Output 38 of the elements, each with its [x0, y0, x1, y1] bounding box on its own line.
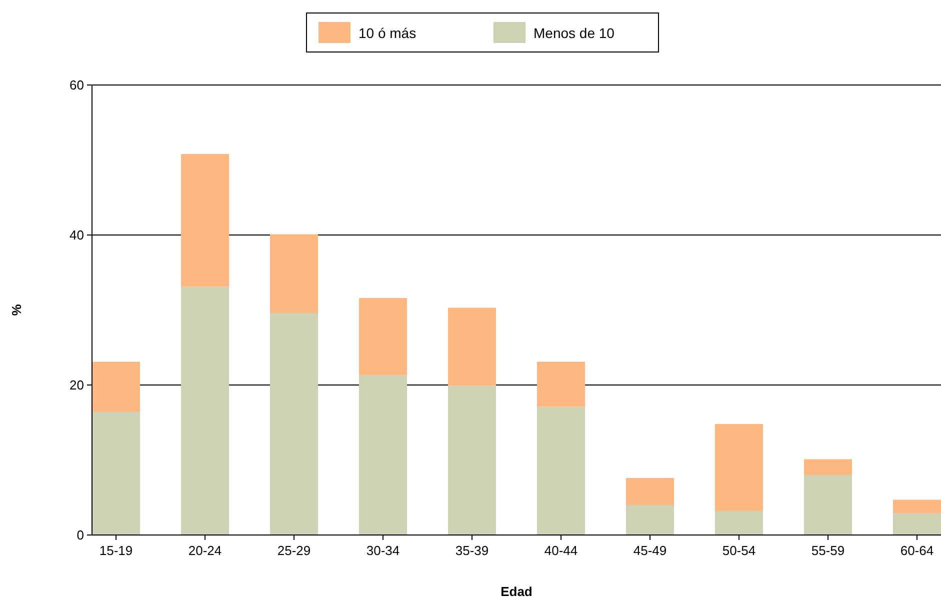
legend-label: Menos de 10	[534, 24, 615, 41]
bar	[714, 424, 764, 511]
bar	[626, 505, 674, 535]
bar	[626, 478, 674, 505]
bar	[448, 386, 496, 535]
y-tick-label: 60	[70, 78, 84, 93]
y-tick-label: 0	[76, 528, 84, 543]
x-tick-label: 25-29	[277, 543, 311, 558]
x-tick-label: 30-34	[366, 543, 400, 558]
bar	[358, 298, 408, 376]
bar	[358, 375, 408, 535]
bar	[92, 412, 140, 535]
x-tick-label: 45-49	[633, 543, 667, 558]
legend-label: 10 ó más	[358, 24, 416, 41]
bar	[804, 475, 852, 535]
bar	[804, 459, 852, 475]
x-tick-label: 55-59	[811, 543, 845, 558]
bar	[892, 513, 941, 535]
y-tick-label: 20	[70, 378, 84, 393]
bar	[536, 362, 586, 407]
bar	[714, 511, 764, 535]
y-axis-title: %	[9, 304, 24, 316]
x-tick-label: 20-24	[188, 543, 222, 558]
bar	[892, 500, 941, 514]
bar	[448, 308, 496, 386]
bar	[180, 154, 230, 287]
x-tick-label: 35-39	[455, 543, 489, 558]
x-tick-label: 15-19	[99, 543, 133, 558]
x-tick-label: 50-54	[722, 543, 756, 558]
x-tick-label: 60-64	[900, 543, 934, 558]
bar	[536, 406, 586, 535]
bar	[270, 234, 318, 313]
bar	[270, 313, 318, 535]
bar	[92, 362, 140, 412]
bar	[180, 286, 230, 535]
x-tick-label: 40-44	[544, 543, 578, 558]
x-axis-title: Edad	[500, 584, 532, 599]
y-tick-label: 40	[70, 228, 84, 243]
